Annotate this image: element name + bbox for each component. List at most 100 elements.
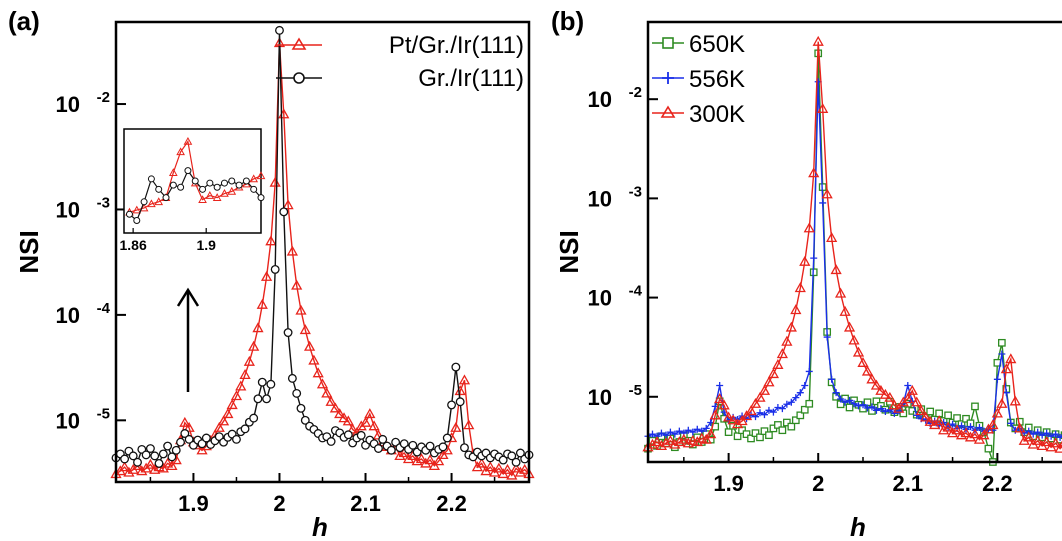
inset-axes: 1.86 1.9 [120,228,216,253]
y-tick-label: 10 [56,303,80,328]
data-point [123,466,135,477]
inset-point [257,194,265,202]
data-point [179,416,191,427]
data-point [1014,422,1026,433]
data-point [796,389,804,397]
panel-b-series [642,35,1062,466]
inset-point [184,167,192,175]
data-point [1041,436,1053,447]
series-0 [110,37,535,480]
data-point [837,395,845,403]
data-point [197,439,207,449]
y-tick-exponent: -2 [97,89,110,106]
data-point [765,406,773,414]
data-point [338,412,350,423]
x-tick-label: 2 [273,491,285,516]
data-point [913,411,921,419]
data-point [158,449,168,459]
inset-point [220,188,229,197]
series-line [115,30,530,465]
y-tick-base: 10 [56,303,80,328]
y-tick-exponent: -2 [629,84,642,101]
data-point [886,406,894,414]
data-point [751,429,760,437]
data-point [356,430,366,440]
data-point [872,397,881,406]
panel-b-xlabel: h [850,512,866,541]
inset-point [133,217,141,225]
data-point [279,207,289,217]
data-point [758,384,771,395]
data-point [510,462,522,473]
data-point [736,415,748,426]
inset-point [206,179,214,187]
inset-point [242,177,250,185]
data-point [248,340,260,351]
data-point [958,422,966,430]
data-point [243,355,255,366]
data-point [915,405,927,416]
inset-point [154,197,164,206]
inset-point [235,181,243,189]
data-point [938,424,950,435]
data-point [442,433,452,443]
data-point [299,324,311,335]
data-point [884,391,896,402]
series-1 [111,25,534,468]
data-point [507,451,517,461]
data-point [252,322,264,333]
data-point [402,453,415,464]
data-point [877,405,885,413]
data-point [839,305,851,316]
data-point [1043,429,1051,437]
data-point [154,458,164,468]
legend-square-marker [662,37,674,49]
y-tick-exponent: -3 [97,194,110,211]
data-point [260,270,273,281]
data-point [781,335,793,346]
inset-point [169,181,177,189]
data-point [476,457,488,468]
inset-series [125,136,266,225]
data-point [978,429,990,440]
inset-point [198,195,207,204]
data-point [796,411,805,420]
panel-b-legend-label-556: 556K [689,66,745,93]
data-point [792,394,800,402]
legend-circle-marker [293,72,305,84]
data-point [291,279,303,290]
data-point [727,414,739,425]
panel-b-axes: 1.9 2 2.1 2.2 10 -5 10 -4 10 -3 10 -2 [588,84,1043,496]
data-point [498,455,508,465]
data-point [460,443,469,453]
data-point [805,367,813,375]
data-point [872,406,880,414]
data-point [408,440,418,450]
data-point [450,421,462,432]
inset-point [132,205,142,214]
data-point [128,451,138,461]
data-point [118,461,131,472]
data-point [511,457,521,467]
data-point [826,232,838,243]
inset-point [256,171,266,180]
panel-b-legend-label-650: 650K [689,31,745,58]
data-point [791,416,800,425]
data-point [689,428,697,436]
data-point [292,388,302,398]
data-point [300,415,310,425]
inset-point [227,186,237,195]
data-point [433,455,445,466]
data-point [657,429,665,437]
data-point [767,368,780,379]
y-tick-exp-text: -2 [629,84,642,101]
panel-a: (a) NSI h 1.9 2 2.1 2.2 10 -5 10 -4 10 -3 10 -2 1.8… [8,6,535,541]
data-point [171,445,181,455]
y-tick-base: 10 [56,197,80,222]
y-tick-label: 10 [588,186,612,211]
data-point [646,438,659,449]
data-point [1000,363,1012,374]
y-tick-exponent: -4 [629,283,643,300]
x-tick-label: 2.1 [350,491,381,516]
data-point [275,25,284,35]
